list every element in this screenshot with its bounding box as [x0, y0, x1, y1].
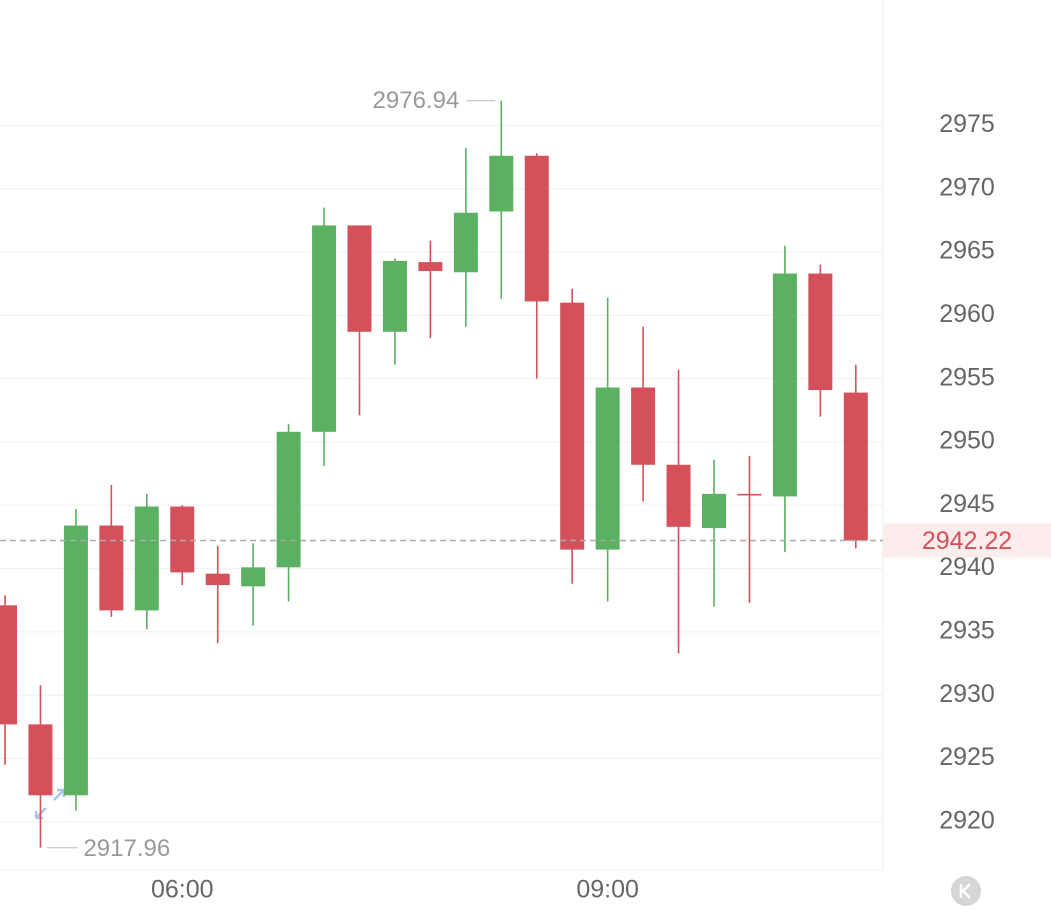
candle-body [241, 567, 266, 587]
x-tick-label: 09:00 [576, 876, 639, 904]
y-tick-label: 2920 [939, 806, 995, 834]
y-tick-label: 2965 [939, 237, 995, 265]
y-tick-label: 2955 [939, 363, 995, 391]
candle-body [631, 387, 656, 465]
kline-icon [959, 883, 971, 899]
last-price-label: 2942.22 [922, 527, 1012, 555]
y-tick-label: 2960 [939, 300, 995, 328]
last-price-box [883, 523, 1051, 558]
candle-body [0, 605, 17, 725]
candle-body [560, 302, 585, 550]
y-tick-label: 2945 [939, 490, 995, 518]
max-label: 2976.94 [373, 87, 460, 114]
candle-body [418, 262, 443, 272]
candle-body [99, 525, 124, 611]
y-tick-label: 2930 [939, 680, 995, 708]
candle-body [134, 506, 159, 611]
y-tick-label: 2940 [939, 553, 995, 581]
candle-body [312, 225, 337, 432]
candle-body [63, 525, 88, 796]
candle-body [843, 392, 868, 541]
candle-body [524, 155, 549, 302]
candle-body [595, 387, 620, 550]
kline-button[interactable] [951, 876, 981, 906]
candle-body [489, 155, 514, 212]
y-tick-label: 2970 [939, 173, 995, 201]
candle-body [276, 431, 301, 568]
y-tick-label: 2925 [939, 743, 995, 771]
candle-body [772, 273, 797, 497]
candle-body [382, 260, 407, 332]
candle-body [28, 724, 53, 796]
x-tick-label: 06:00 [151, 876, 214, 904]
y-tick-label: 2975 [939, 110, 995, 138]
candle-body [737, 493, 762, 496]
y-tick-label: 2950 [939, 427, 995, 455]
candle-body [170, 506, 195, 573]
candle-body [702, 493, 726, 529]
candle-body [666, 464, 691, 527]
candle-body [205, 573, 230, 586]
y-tick-label: 2935 [939, 617, 995, 645]
min-label: 2917.96 [83, 835, 170, 862]
candle-body [347, 225, 372, 332]
candle-body [808, 273, 833, 391]
candle-body [453, 212, 478, 273]
